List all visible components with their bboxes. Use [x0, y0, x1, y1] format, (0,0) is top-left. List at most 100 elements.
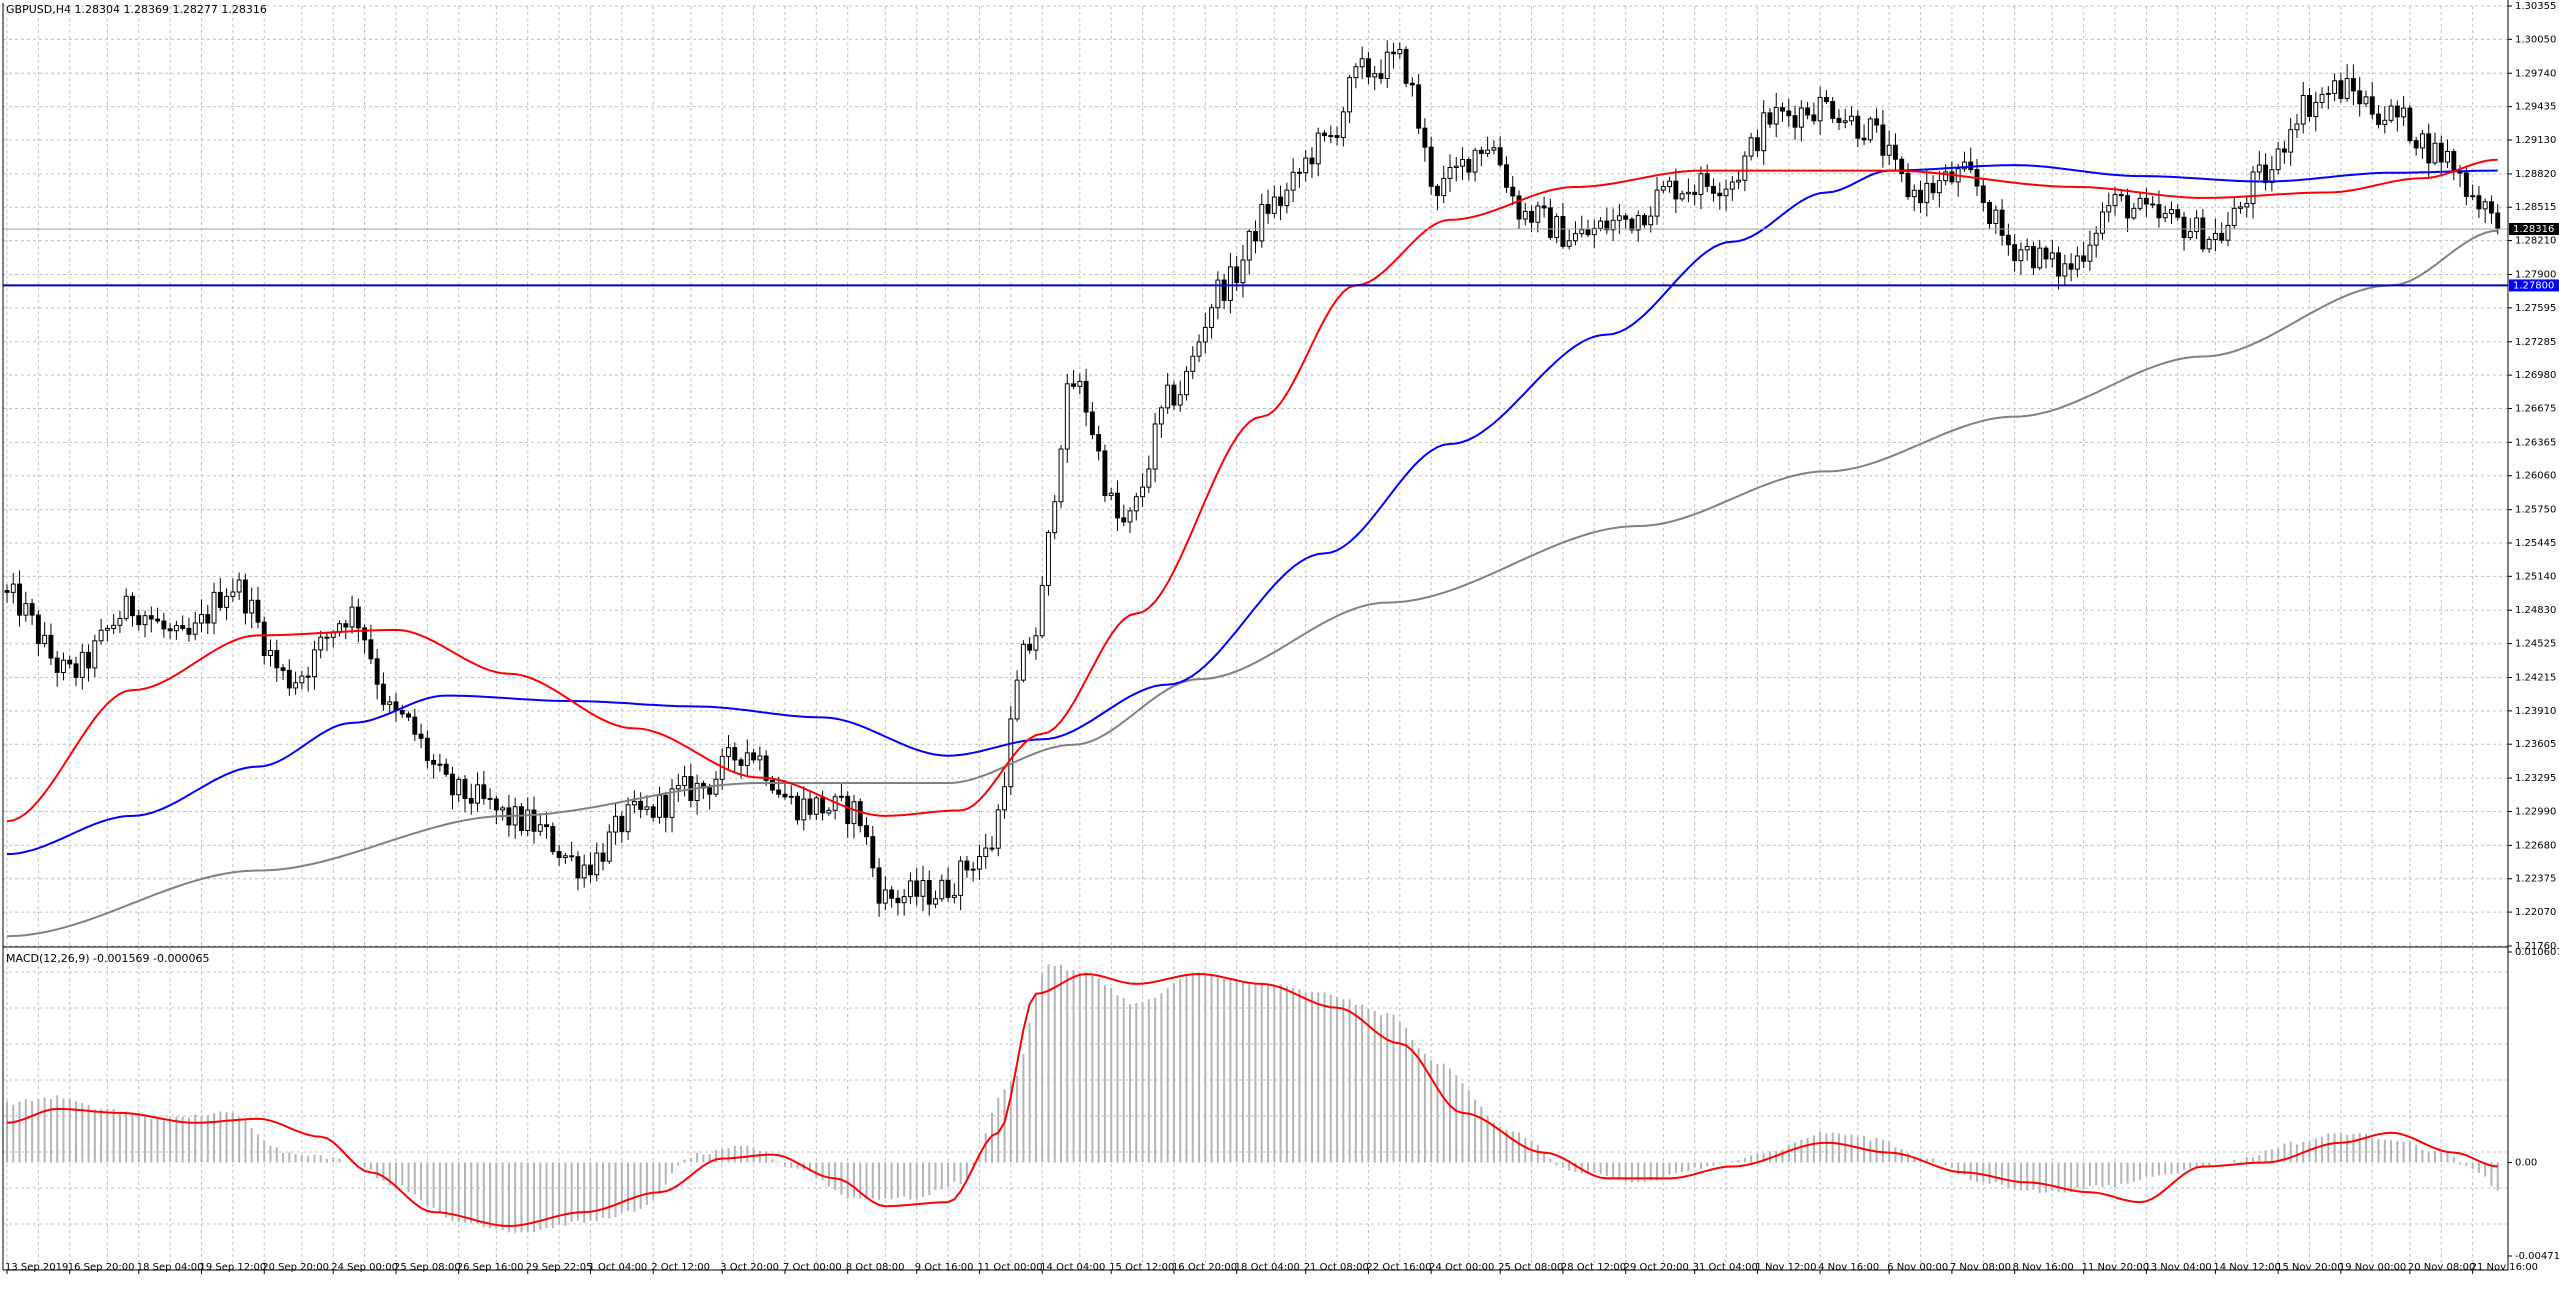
candle-bear[interactable]: [1510, 186, 1516, 197]
candle-bear[interactable]: [914, 880, 920, 897]
candle-bull[interactable]: [2062, 263, 2068, 277]
candle-bull[interactable]: [1328, 135, 1334, 138]
candle-bull[interactable]: [1936, 180, 1942, 194]
candle-bear[interactable]: [1585, 229, 1591, 236]
candle-bear[interactable]: [86, 651, 92, 669]
candle-bear[interactable]: [2357, 90, 2363, 105]
candle-bear[interactable]: [242, 579, 248, 614]
candle-bear[interactable]: [1830, 101, 1836, 119]
candle-bear[interactable]: [54, 657, 60, 673]
candle-bear[interactable]: [255, 599, 261, 623]
candle-bull[interactable]: [1397, 48, 1403, 55]
candle-bull[interactable]: [675, 784, 681, 790]
candle-bear[interactable]: [2068, 263, 2074, 270]
candle-bear[interactable]: [1253, 230, 1258, 242]
candle-bear[interactable]: [889, 889, 895, 899]
candle-bear[interactable]: [795, 795, 800, 821]
candle-bear[interactable]: [1547, 207, 1553, 238]
candle-bull[interactable]: [933, 898, 938, 905]
candle-bull[interactable]: [2269, 169, 2275, 184]
candle-bear[interactable]: [2451, 150, 2457, 172]
candle-bull[interactable]: [958, 860, 964, 896]
candle-bear[interactable]: [1516, 195, 1522, 220]
candle-bull[interactable]: [1372, 73, 1378, 78]
candle-bear[interactable]: [1560, 216, 1566, 247]
candle-bull[interactable]: [1798, 107, 1804, 128]
candle-bear[interactable]: [136, 615, 142, 626]
candle-bull[interactable]: [10, 583, 16, 593]
candle-bull[interactable]: [1453, 165, 1459, 169]
candle-bear[interactable]: [732, 747, 738, 761]
candle-bear[interactable]: [1221, 279, 1227, 301]
candle-bull[interactable]: [1165, 384, 1171, 409]
candle-bear[interactable]: [1673, 180, 1679, 200]
candle-bear[interactable]: [2307, 95, 2312, 117]
candle-bear[interactable]: [1309, 157, 1315, 165]
candle-bull[interactable]: [2250, 171, 2256, 205]
candle-bear[interactable]: [286, 669, 292, 689]
candle-bull[interactable]: [1152, 423, 1158, 470]
candle-bear[interactable]: [1365, 58, 1371, 78]
candle-bear[interactable]: [73, 663, 79, 678]
candle-bear[interactable]: [1811, 114, 1817, 122]
candle-bear[interactable]: [2394, 105, 2400, 118]
candle-bull[interactable]: [970, 868, 976, 871]
candle-bear[interactable]: [29, 603, 35, 616]
candle-bear[interactable]: [1623, 215, 1629, 220]
candle-bull[interactable]: [1491, 147, 1497, 151]
candle-bull[interactable]: [2162, 212, 2168, 219]
candle-bull[interactable]: [1064, 383, 1070, 450]
candle-bull[interactable]: [726, 747, 731, 757]
candle-bull[interactable]: [694, 782, 700, 801]
candle-bear[interactable]: [2031, 246, 2036, 269]
candle-bear[interactable]: [424, 737, 430, 761]
candle-bear[interactable]: [1930, 182, 1936, 194]
candle-bear[interactable]: [1899, 158, 1905, 174]
candle-bear[interactable]: [2118, 194, 2124, 197]
candle-bear[interactable]: [707, 787, 713, 795]
candle-bear[interactable]: [1102, 450, 1108, 497]
candle-bull[interactable]: [682, 776, 688, 786]
candle-bear[interactable]: [1805, 107, 1811, 116]
candle-bull[interactable]: [1315, 132, 1321, 165]
candle-bull[interactable]: [1679, 193, 1685, 200]
candle-bear[interactable]: [845, 795, 851, 825]
candle-bear[interactable]: [17, 583, 22, 616]
candle-bear[interactable]: [2476, 195, 2482, 210]
candle-bull[interactable]: [1240, 259, 1246, 284]
candle-bull[interactable]: [173, 625, 179, 632]
candle-bull[interactable]: [1146, 468, 1152, 488]
candle-bull[interactable]: [1108, 492, 1114, 497]
candle-bull[interactable]: [1052, 501, 1058, 534]
candle-bull[interactable]: [1635, 215, 1641, 231]
candle-bear[interactable]: [870, 836, 876, 869]
candle-bull[interactable]: [123, 595, 129, 619]
candle-bull[interactable]: [1723, 188, 1729, 197]
candle-bear[interactable]: [1434, 185, 1440, 196]
candle-bull[interactable]: [500, 807, 506, 811]
candle-bear[interactable]: [399, 709, 405, 715]
candle-bull[interactable]: [1303, 157, 1309, 174]
candle-bull[interactable]: [192, 622, 198, 635]
candle-bear[interactable]: [2175, 209, 2181, 218]
candle-bear[interactable]: [1786, 110, 1792, 117]
candle-bull[interactable]: [1685, 191, 1691, 195]
candle-bull[interactable]: [2238, 206, 2243, 209]
candle-bear[interactable]: [481, 784, 487, 799]
candle-bear[interactable]: [343, 623, 349, 628]
candle-bear[interactable]: [130, 595, 135, 617]
candle-bull[interactable]: [594, 852, 600, 876]
candle-bull[interactable]: [2419, 133, 2425, 149]
candle-bear[interactable]: [274, 650, 280, 669]
candle-bear[interactable]: [738, 759, 744, 766]
candle-bull[interactable]: [1246, 230, 1252, 261]
candle-bull[interactable]: [318, 636, 324, 651]
candle-bear[interactable]: [2426, 133, 2432, 164]
candle-bear[interactable]: [148, 615, 154, 620]
candle-bull[interactable]: [1441, 177, 1447, 196]
candle-bear[interactable]: [1704, 173, 1710, 187]
candle-bull[interactable]: [983, 847, 989, 858]
candle-bear[interactable]: [1071, 383, 1077, 387]
candle-bear[interactable]: [1234, 266, 1240, 284]
